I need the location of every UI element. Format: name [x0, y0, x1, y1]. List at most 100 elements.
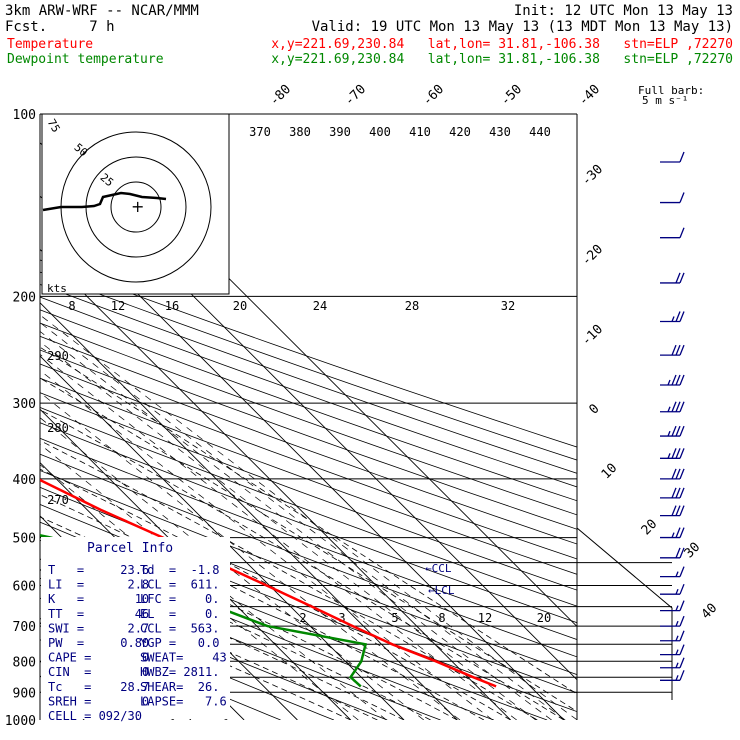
wind-barb	[660, 425, 685, 437]
wind-barb-flag	[679, 311, 685, 322]
barb-legend-unit: 5 m s⁻¹	[642, 94, 688, 107]
hodograph-frame	[41, 113, 230, 295]
parcel-info-right: LCL = 611.	[140, 578, 219, 592]
wind-barb-flag	[675, 527, 681, 538]
temperature-legend: Temperature	[7, 37, 93, 52]
wind-barb-half	[675, 620, 679, 627]
dewpoint-legend: Dewpoint temperature	[7, 52, 164, 67]
mixing-ratio-line	[40, 392, 461, 720]
wind-barb-half	[667, 379, 671, 386]
wind-barb	[660, 583, 685, 595]
hodograph-ring-25	[110, 181, 162, 233]
isotherm-label: -50	[498, 82, 525, 109]
wind-barb-flag	[675, 344, 681, 356]
wind-barb-flag	[675, 487, 681, 499]
pressure-label-800: 800	[13, 655, 36, 670]
wind-barb-flag	[671, 448, 677, 459]
mixing-ratio-label: 3	[338, 611, 345, 625]
init-time: Init: 12 UTC Mon 13 May 13	[514, 3, 733, 19]
wind-barb	[660, 151, 685, 163]
wind-barb	[660, 547, 685, 559]
wind-barb-flag	[671, 344, 677, 356]
wind-barb-flag	[679, 227, 685, 238]
wind-barb-flag	[675, 401, 681, 413]
parcel-info-right: SHEAR= 26.	[140, 680, 219, 694]
isotherm-tick-labels: -80 -70 -60 -50 -40 -30 -20 -10 0 10 20 30 40	[267, 82, 720, 622]
wind-barb	[660, 670, 685, 681]
wind-barb-flag	[679, 615, 685, 627]
wind-barb-flag	[679, 192, 685, 203]
moist-adiabat	[40, 516, 458, 720]
parcel-info-bg	[41, 537, 230, 719]
isotherm	[40, 248, 511, 720]
isotherm-label: -40	[576, 82, 603, 109]
parcel-info-left: CELL = 092/30	[48, 709, 142, 723]
isotherm-label: -60	[420, 82, 447, 109]
wind-barb-flag	[679, 487, 685, 499]
mixing-ratio-label: 32	[501, 299, 515, 313]
isotherm-label: 20	[639, 517, 661, 539]
dry-adiabat	[40, 335, 577, 530]
wind-barb	[660, 630, 685, 642]
wind-barb-flag	[679, 644, 685, 655]
dewpoint-location: x,y=221.69,230.84 lat,lon= 31.81,-106.38…	[271, 52, 733, 67]
wind-barb	[660, 615, 685, 627]
wind-barb-half	[667, 430, 671, 437]
wind-barb-half	[671, 532, 675, 538]
isotherm-label: -80	[267, 82, 294, 109]
pressure-label-400: 400	[13, 473, 36, 488]
temperature-location: x,y=221.69,230.84 lat,lon= 31.81,-106.38…	[271, 37, 733, 52]
wind-barb	[660, 401, 685, 413]
wind-barb-flag	[675, 505, 681, 516]
isobars	[40, 113, 672, 693]
pressure-label-500: 500	[13, 532, 36, 547]
wind-barb-flag	[679, 547, 685, 559]
parcel-info-panel: Parcel Info T = 23.6Td = -1.8LI = 2.8LCL…	[41, 537, 230, 723]
wind-barb-half	[667, 453, 671, 459]
wind-barb-half	[675, 649, 679, 655]
mixing-ratio-label: 16	[165, 299, 179, 313]
theta-label: 390	[329, 125, 351, 139]
moist-adiabat	[40, 346, 577, 695]
dry-adiabat	[40, 322, 577, 516]
wind-barb-flag	[675, 448, 681, 459]
wind-barb	[660, 192, 685, 204]
wind-barb-flag	[679, 566, 685, 577]
parcel-info-left: PW = 0.80	[48, 636, 149, 650]
isotherm-label: 10	[599, 461, 621, 483]
wind-barb	[660, 272, 685, 284]
mixing-ratio-label: 20	[537, 611, 551, 625]
wind-barb-flag	[679, 344, 685, 356]
wind-barb-flag	[679, 272, 685, 284]
theta-dry-label: 290	[47, 349, 69, 363]
wind-barb-flag	[679, 583, 685, 595]
theta-label: 370	[249, 125, 271, 139]
mixing-ratio-label: 24	[313, 299, 327, 313]
wind-barb-half	[675, 605, 679, 611]
moist-adiabat	[40, 409, 565, 720]
mixing-ratio-label: 12	[111, 299, 125, 313]
barb-legend-title: Full barb:	[638, 84, 704, 97]
lcl-marker: ←LCL	[428, 584, 455, 597]
pressure-label-700: 700	[13, 620, 36, 635]
wind-barb	[660, 566, 685, 578]
ccl-marker: ←CCL	[425, 562, 452, 575]
pressure-label-100: 100	[13, 108, 36, 123]
mixing-ratio-label: 8	[68, 299, 75, 313]
parcel-info-left: TT = 46	[48, 607, 149, 621]
mixing-ratio-labels: 8 12 16 20 24 28 32 2 3 5 8 12 20	[68, 299, 551, 625]
wind-barb-flag	[675, 468, 681, 480]
wind-barb-flag	[679, 527, 685, 538]
parcel-info-right: EL = 0.	[140, 607, 219, 621]
parcel-info-left: SWI = 2.7	[48, 621, 149, 635]
isotherm-label: -30	[579, 162, 606, 189]
wind-barb-flag	[675, 425, 681, 437]
wind-barb-flag	[679, 448, 685, 459]
valid-time: Valid: 19 UTC Mon 13 May 13 (13 MDT Mon …	[312, 19, 733, 35]
parcel-info-left: T = 23.6	[48, 563, 149, 577]
wind-barb	[660, 468, 685, 480]
wind-barb	[660, 487, 685, 499]
parcel-info-left: CAPE = 0	[48, 651, 149, 665]
wind-barb	[660, 600, 685, 612]
